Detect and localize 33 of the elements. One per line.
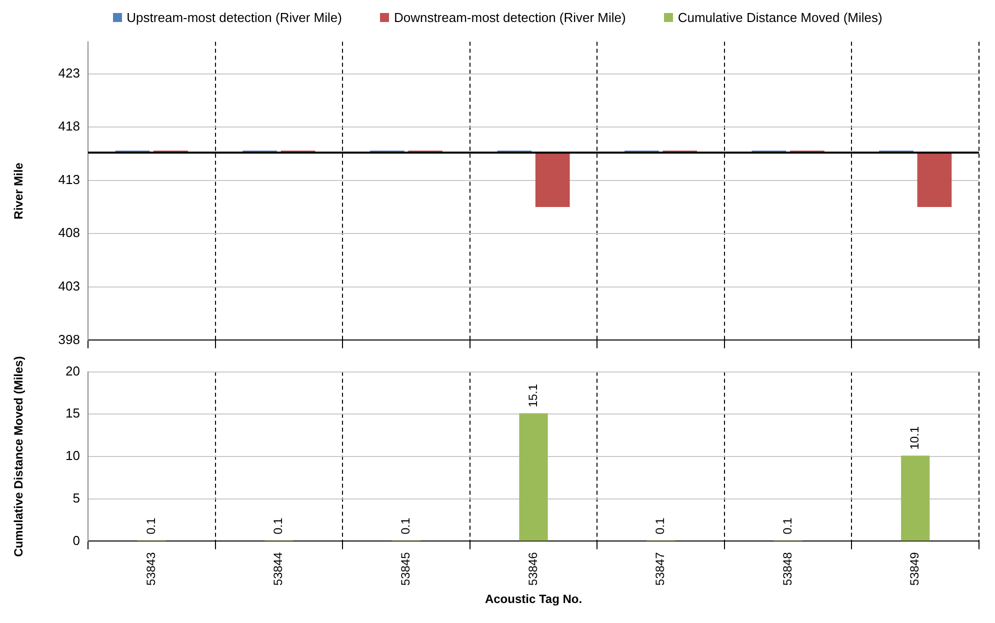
data-label: 0.1 (271, 517, 286, 534)
x-tick-label: 53849 (908, 552, 922, 586)
y-tick-label: 408 (58, 225, 80, 240)
y-tick-label: 15 (66, 406, 80, 421)
y-axis-title: River Mile (12, 162, 26, 220)
data-label: 15.1 (526, 384, 540, 408)
x-tick-label: 53847 (653, 552, 668, 586)
x-tick-label: 53846 (526, 552, 540, 586)
x-tick-label: 53844 (271, 552, 286, 586)
data-label: 0.1 (398, 517, 413, 534)
legend-label: Upstream-most detection (River Mile) (126, 10, 342, 24)
bar (901, 456, 930, 541)
y-tick-label: 423 (58, 65, 80, 80)
y-tick-label: 418 (58, 118, 80, 134)
x-tick-label: 53843 (144, 552, 158, 586)
y-tick-label: 20 (66, 363, 80, 378)
data-label: 0.1 (780, 517, 794, 534)
data-label: 10.1 (908, 426, 922, 450)
y-tick-label: 10 (66, 448, 80, 464)
x-axis-title: Acoustic Tag No. (484, 592, 582, 606)
y-tick-label: 413 (58, 172, 80, 187)
data-label: 0.1 (144, 517, 158, 534)
x-tick-label: 53848 (780, 552, 794, 586)
x-tick-label: 53845 (398, 552, 413, 586)
legend-label: Cumulative Distance Moved (Miles) (678, 10, 882, 24)
y-tick-label: 403 (58, 278, 80, 294)
y-tick-label: 0 (72, 532, 80, 548)
legend-label: Downstream-most detection (River Mile) (394, 10, 626, 24)
data-label: 0.1 (653, 517, 668, 534)
y-tick-label: 398 (58, 332, 80, 347)
y-axis-title: Cumulative Distance Moved (Miles) (12, 356, 26, 557)
y-tick-label: 5 (72, 490, 80, 506)
bar (519, 413, 548, 541)
